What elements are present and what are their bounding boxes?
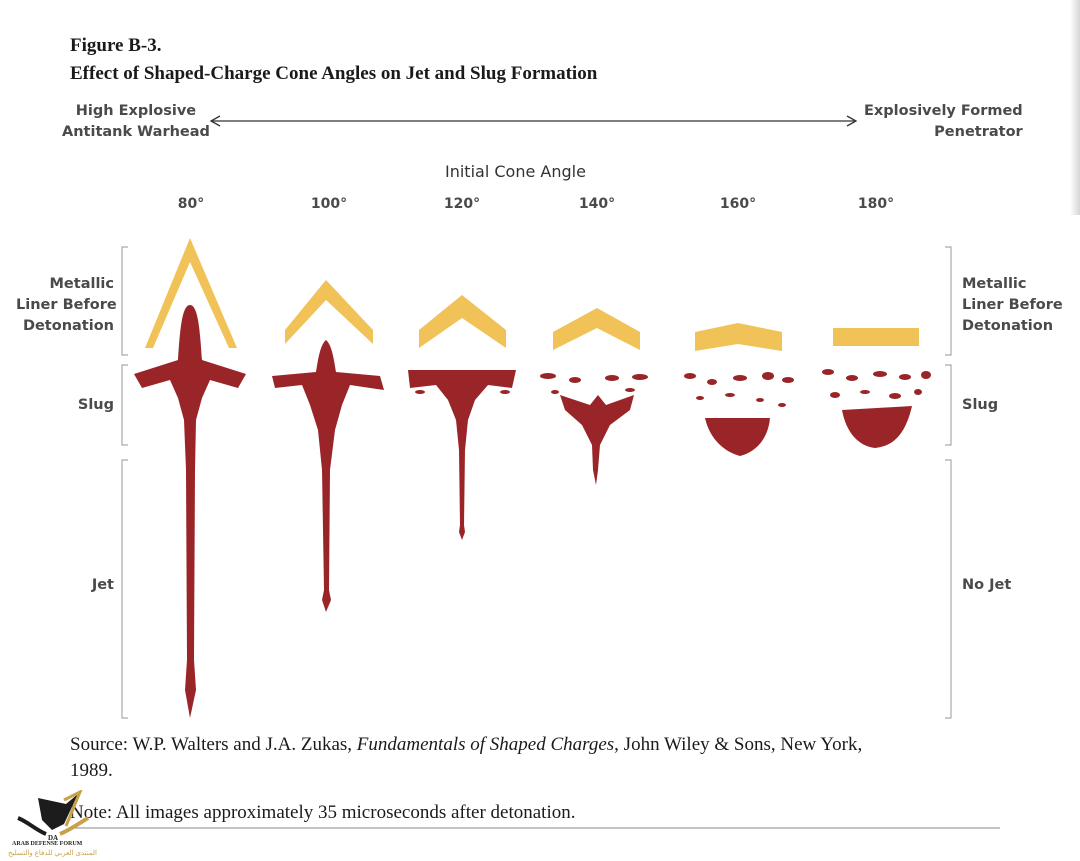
figure-title: Effect of Shaped-Charge Cone Angles on J…	[70, 63, 598, 84]
source-book-title: Fundamentals of Shaped Charges	[356, 734, 615, 755]
row-label-jet-left: Jet	[91, 577, 114, 593]
spectrum-left-label: High Explosive Antitank Warhead	[62, 101, 210, 143]
slug-160	[705, 418, 770, 456]
angle-label: 80°	[177, 196, 205, 212]
figure-label: Figure B-3.	[70, 35, 162, 56]
source-prefix: Source: W.P. Walters and J.A. Zukas,	[70, 734, 357, 755]
row-label-jet-right: No Jet	[962, 577, 1012, 593]
liner-180	[833, 328, 919, 346]
jet-100	[272, 340, 384, 612]
liner-120	[419, 295, 506, 348]
angle-label: 160°	[719, 196, 757, 212]
label-line: High Explosive	[75, 103, 197, 119]
label-line: Detonation	[962, 318, 1054, 334]
note-text: Note: All images approximately 35 micros…	[70, 802, 576, 823]
window-edge-shadow	[1070, 0, 1080, 215]
svg-text:DA: DA	[48, 834, 58, 842]
source-year: 1989.	[70, 760, 113, 781]
jets-and-slugs	[134, 305, 931, 718]
jet-120	[408, 370, 516, 540]
label-line: Liner Before	[16, 297, 117, 313]
row-label-slug-left: Slug	[77, 397, 114, 413]
label-line: Penetrator	[934, 124, 1023, 140]
label-line: Metallic	[49, 276, 115, 292]
row-label-liner-left: Metallic Liner Before Detonation	[16, 274, 117, 337]
label-line: Metallic	[962, 276, 1027, 292]
watermark-arabic: المنتدى العربي للدفاع والتسليح	[8, 850, 97, 857]
spectrum-right-label: Explosively Formed Penetrator	[864, 101, 1023, 143]
shield-wings-icon: DA	[17, 790, 90, 842]
angle-label: 180°	[857, 196, 895, 212]
row-brackets	[121, 246, 952, 719]
liner-100	[285, 280, 373, 344]
jet-80	[134, 305, 246, 718]
slug-fragments	[284, 369, 931, 407]
row-label-liner-right: Metallic Liner Before Detonation	[962, 274, 1063, 337]
liner-80	[145, 238, 237, 348]
liners	[145, 238, 919, 351]
angle-label: 100°	[310, 196, 348, 212]
label-line: Liner Before	[962, 297, 1063, 313]
source-citation: Source: W.P. Walters and J.A. Zukas, Fun…	[70, 734, 862, 756]
label-line: Antitank Warhead	[62, 124, 210, 140]
liner-140	[553, 308, 640, 350]
spectrum-arrow	[209, 115, 858, 127]
label-line: Explosively Formed	[864, 103, 1023, 119]
slug-180	[842, 406, 912, 448]
angle-label: 140°	[578, 196, 616, 212]
source-suffix: , John Wiley & Sons, New York,	[614, 734, 863, 755]
axis-title: Initial Cone Angle	[445, 162, 586, 181]
watermark-text: ARAB DEFENSE FORUM	[12, 841, 83, 847]
slug-140	[560, 395, 634, 485]
row-label-slug-right: Slug	[962, 397, 999, 413]
angle-label: 120°	[443, 196, 481, 212]
liner-160	[695, 323, 782, 351]
watermark-logo: DA ARAB DEFENSE FORUM المنتدى العربي للد…	[8, 790, 118, 860]
label-line: Detonation	[22, 318, 114, 334]
